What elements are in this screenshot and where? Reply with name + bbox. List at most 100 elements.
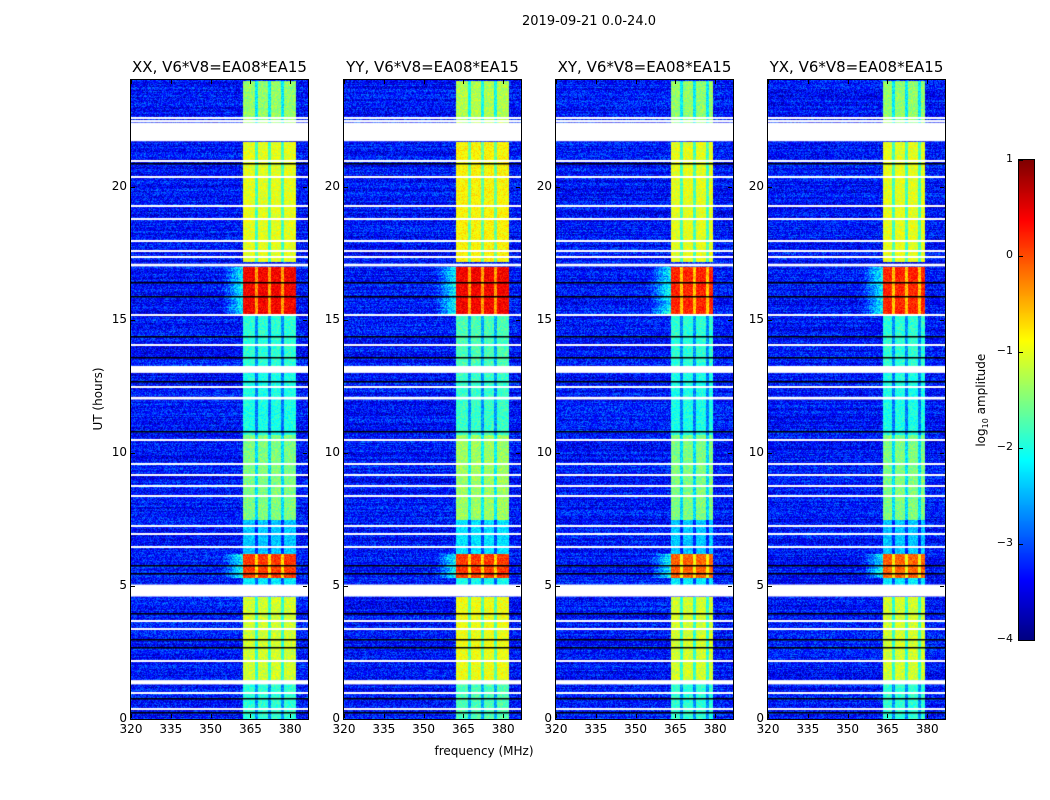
x-tick-mark [131, 714, 132, 718]
x-tick-mark [503, 714, 505, 718]
y-tick-label: 0 [544, 711, 552, 725]
y-tick-label: 0 [756, 711, 764, 725]
x-tick-label: 335 [159, 722, 183, 736]
y-tick-mark [768, 452, 772, 454]
spectrogram-xy [556, 80, 733, 719]
y-tick-mark [303, 319, 307, 321]
x-tick-mark [807, 714, 809, 718]
x-tick-mark [675, 714, 677, 718]
spectrogram-xx [131, 80, 308, 719]
x-tick-mark [463, 714, 465, 718]
x-tick-mark [423, 714, 425, 718]
x-tick-label: 365 [451, 722, 475, 736]
y-tick-mark [768, 719, 772, 720]
y-tick-label: 15 [536, 311, 552, 326]
y-tick-mark [131, 452, 135, 454]
x-tick-label: 350 [836, 722, 860, 736]
y-tick-label: 20 [111, 178, 127, 193]
x-tick-mark [250, 714, 252, 718]
x-tick-label: 365 [875, 722, 899, 736]
x-tick-mark [210, 80, 212, 84]
y-tick-mark [344, 452, 348, 454]
x-tick-label: 320 [119, 722, 143, 736]
y-tick-mark [344, 186, 348, 188]
y-tick-mark [940, 719, 944, 720]
colorbar-tick-label: −1 [996, 344, 1013, 357]
colorbar-tick-mark [1019, 640, 1023, 641]
x-tick-mark [556, 714, 557, 718]
x-tick-mark [635, 80, 637, 84]
y-tick-mark [131, 319, 135, 321]
y-tick-mark [131, 186, 135, 188]
y-tick-label: 0 [119, 711, 127, 725]
y-tick-mark [728, 186, 732, 188]
x-tick-mark [927, 714, 929, 718]
y-tick-label: 5 [119, 577, 127, 592]
colorbar-tick-mark [1019, 160, 1023, 161]
y-tick-mark [556, 585, 560, 587]
y-tick-mark [728, 719, 732, 720]
x-tick-mark [383, 80, 385, 84]
colorbar-tick-label: −3 [996, 536, 1013, 549]
x-tick-mark [423, 80, 425, 84]
x-tick-mark [768, 80, 769, 84]
x-tick-label: 380 [915, 722, 939, 736]
x-tick-label: 320 [544, 722, 568, 736]
y-tick-mark [344, 319, 348, 321]
x-tick-mark [170, 714, 172, 718]
y-tick-label: 10 [111, 444, 127, 459]
y-tick-label: 15 [324, 311, 340, 326]
y-tick-mark [303, 186, 307, 188]
y-tick-label: 10 [536, 444, 552, 459]
colorbar: 1 0 −1 −2 −3 −4 [997, 152, 1035, 645]
y-tick-mark [940, 186, 944, 188]
panel-yx: YX, V6*V8=EA08*EA15 320 335 350 365 380 0 5 10 15… [749, 58, 946, 736]
y-tick-label: 20 [324, 178, 340, 193]
y-tick-mark [303, 719, 307, 720]
y-tick-label: 15 [111, 311, 127, 326]
y-tick-mark [344, 585, 348, 587]
x-tick-mark [635, 714, 637, 718]
x-tick-mark [463, 80, 465, 84]
x-tick-mark [290, 80, 292, 84]
panel-title-xy: XY, V6*V8=EA08*EA15 [557, 58, 732, 76]
y-tick-mark [768, 319, 772, 321]
spectrogram-yy [344, 80, 521, 719]
y-tick-mark [728, 319, 732, 321]
colorbar-label: log10 amplitude [973, 353, 991, 447]
colorbar-tick-mark [1019, 256, 1023, 257]
colorbar-tick-mark [1019, 448, 1023, 449]
y-tick-label: 10 [748, 444, 764, 459]
x-tick-mark [383, 714, 385, 718]
x-tick-mark [807, 80, 809, 84]
x-tick-label: 320 [332, 722, 356, 736]
y-tick-mark [556, 719, 560, 720]
x-tick-mark [131, 80, 132, 84]
x-tick-mark [344, 80, 345, 84]
x-tick-mark [847, 80, 849, 84]
y-tick-mark [344, 719, 348, 720]
x-tick-label: 380 [278, 722, 302, 736]
x-tick-mark [715, 80, 717, 84]
x-tick-mark [170, 80, 172, 84]
panel-title-yx: YX, V6*V8=EA08*EA15 [769, 58, 944, 76]
x-tick-mark [927, 80, 929, 84]
y-tick-label: 0 [332, 711, 340, 725]
y-tick-mark [303, 585, 307, 587]
x-tick-label: 335 [796, 722, 820, 736]
x-tick-mark [887, 80, 889, 84]
x-tick-label: 365 [663, 722, 687, 736]
y-tick-label: 20 [748, 178, 764, 193]
x-tick-label: 350 [199, 722, 223, 736]
y-tick-mark [303, 452, 307, 454]
y-tick-mark [768, 585, 772, 587]
y-tick-mark [940, 452, 944, 454]
panel-title-xx: XX, V6*V8=EA08*EA15 [132, 58, 307, 76]
y-tick-mark [940, 319, 944, 321]
x-tick-mark [595, 714, 597, 718]
y-tick-mark [768, 186, 772, 188]
colorbar-tick-label: 0 [1006, 248, 1013, 261]
x-tick-mark [768, 714, 769, 718]
y-tick-label: 5 [756, 577, 764, 592]
